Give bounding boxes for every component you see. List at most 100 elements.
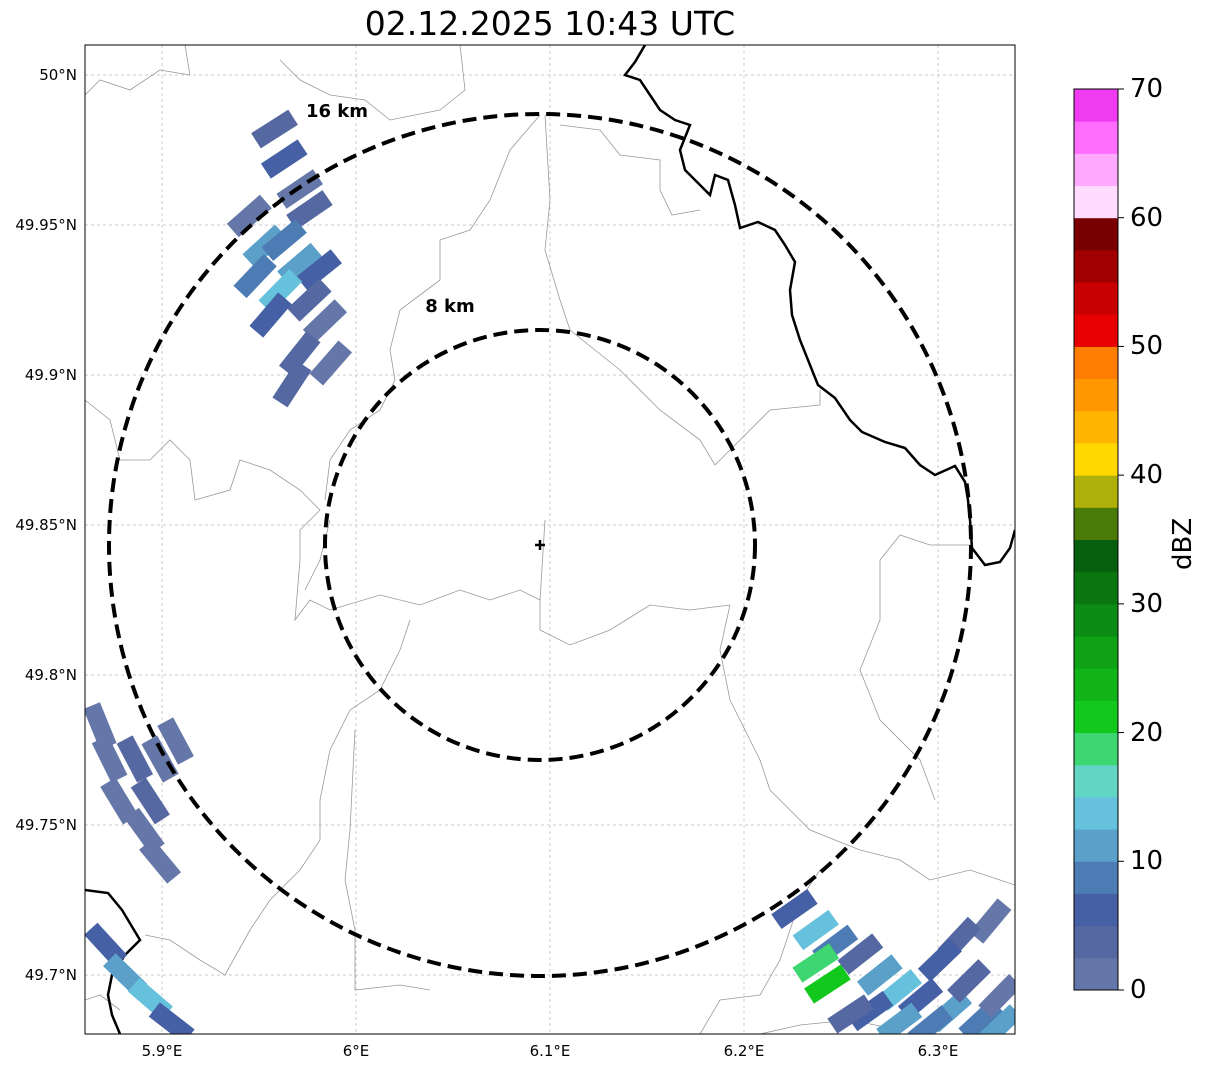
- axis-ticks: 5.9°E 6°E 6.1°E 6.2°E 6.3°E 50°N 49.95°N 49.9°N…: [15, 66, 958, 1060]
- colorbar-bin: [1074, 217, 1118, 251]
- lat-tick-label: 49.75°N: [15, 816, 77, 834]
- radar-echo-cell: [260, 139, 308, 179]
- radar-echo-cell: [278, 331, 321, 377]
- lon-tick-label: 6°E: [343, 1042, 370, 1060]
- colorbar-bin: [1074, 249, 1118, 283]
- radar-echo-cell: [771, 889, 818, 929]
- colorbar-bin: [1074, 764, 1118, 798]
- radar-site-marker: [535, 540, 545, 550]
- lat-tick-label: 49.9°N: [25, 366, 77, 384]
- radar-echo-cell: [876, 1002, 923, 1034]
- lat-tick-label: 50°N: [39, 66, 77, 84]
- radar-echo-cell: [130, 777, 170, 825]
- radar-echo-cell: [907, 1005, 953, 1034]
- colorbar-bin: [1074, 185, 1118, 219]
- colorbar-label: dBZ: [1168, 517, 1198, 570]
- range-ring-16km: [107, 112, 973, 978]
- colorbar-bin: [1074, 507, 1118, 540]
- lon-tick-label: 5.9°E: [142, 1042, 183, 1060]
- colorbar-bin: [1074, 314, 1118, 347]
- radar-echo-cell: [261, 218, 307, 262]
- colorbar-bin: [1074, 571, 1118, 605]
- colorbar-bin: [1074, 796, 1118, 830]
- radar-echo-cell: [856, 954, 903, 996]
- radar-echo-cell: [917, 938, 963, 982]
- colorbar-bin: [1074, 957, 1118, 991]
- radar-echo-cell: [792, 943, 840, 983]
- graticule: [85, 45, 1015, 1034]
- range-ring-8km: [323, 328, 757, 762]
- colorbar-tick-label: 0: [1130, 975, 1147, 1005]
- radar-echo-cell: [792, 909, 839, 951]
- radar-echo-cell: [258, 268, 303, 314]
- colorbar-tick-label: 30: [1130, 588, 1164, 619]
- colorbar-bin: [1074, 732, 1118, 766]
- radar-echo-cell: [978, 973, 1015, 1019]
- map-frame: [84, 44, 1016, 1035]
- colorbar-bin: [1074, 410, 1118, 444]
- colorbar-bin: [1074, 475, 1118, 508]
- range-rings: [107, 112, 973, 978]
- colorbar-tick-label: 20: [1130, 717, 1164, 748]
- colorbar-bin: [1074, 603, 1118, 637]
- colorbar-bin: [1074, 282, 1118, 315]
- radar-echoes: [85, 109, 1015, 1034]
- colorbar-bin: [1074, 121, 1118, 154]
- ring-label-16km: 16 km: [306, 101, 368, 122]
- radar-echo-cell: [100, 777, 139, 825]
- colorbar-bin: [1074, 539, 1118, 573]
- radar-echo-cell: [226, 194, 272, 238]
- lat-tick-label: 49.85°N: [15, 516, 77, 534]
- colorbar-bin: [1074, 861, 1118, 894]
- radar-echo-cell: [827, 994, 875, 1034]
- colorbar-bin: [1074, 893, 1118, 927]
- figure-title: 02.12.2025 10:43 UTC: [364, 4, 736, 43]
- lon-tick-label: 6.1°E: [530, 1042, 571, 1060]
- lat-tick-label: 49.95°N: [15, 216, 77, 234]
- colorbar-frame: [1073, 88, 1119, 991]
- radar-echo-cell: [287, 278, 332, 322]
- lat-tick-label: 49.7°N: [25, 966, 77, 984]
- colorbar-tick-label: 60: [1130, 202, 1164, 233]
- colorbar-bin: [1074, 829, 1118, 862]
- colorbar-bin: [1074, 442, 1118, 476]
- lon-tick-label: 6.2°E: [724, 1042, 765, 1060]
- colorbar-bin: [1074, 346, 1118, 380]
- ring-label-8km: 8 km: [425, 296, 475, 317]
- radar-echo-cell: [249, 292, 292, 338]
- colorbar-bin: [1074, 153, 1118, 187]
- colorbar-tick-label: 70: [1130, 74, 1164, 104]
- radar-echo-cell: [272, 360, 312, 408]
- colorbar-tick-label: 10: [1130, 846, 1164, 877]
- radar-echo-cell: [139, 838, 182, 884]
- radar-echo-cell: [91, 735, 128, 783]
- radar-echo-cell: [804, 964, 851, 1004]
- admin-boundaries: [85, 45, 1015, 1034]
- colorbar-bin: [1074, 636, 1118, 669]
- radar-echo-cell: [141, 735, 179, 783]
- radar-echo-cell: [947, 959, 992, 1003]
- radar-echo-cell: [309, 340, 353, 386]
- colorbar-tick-label: 40: [1130, 460, 1164, 491]
- radar-echo-cell: [977, 1004, 1015, 1034]
- radar-echo-cell: [251, 109, 298, 149]
- colorbar-bin: [1074, 700, 1118, 734]
- radar-echo-cell: [969, 898, 1012, 944]
- radar-echo-cell: [286, 190, 333, 230]
- colorbar-tick-label: 50: [1130, 331, 1164, 362]
- colorbar-bin: [1074, 378, 1118, 412]
- lat-tick-label: 49.8°N: [25, 666, 77, 684]
- colorbar-bin: [1074, 89, 1118, 122]
- radar-echo-cell: [233, 253, 277, 299]
- colorbar-bin: [1074, 925, 1118, 959]
- colorbar-bin: [1074, 668, 1118, 701]
- lon-tick-label: 6.3°E: [918, 1042, 959, 1060]
- radar-echo-cell: [148, 1002, 195, 1034]
- radar-echo-cell: [302, 299, 348, 343]
- radar-echo-cell: [837, 933, 884, 975]
- colorbar: [1074, 88, 1124, 991]
- radar-echo-cell: [157, 717, 194, 765]
- radar-echo-cell: [116, 735, 154, 783]
